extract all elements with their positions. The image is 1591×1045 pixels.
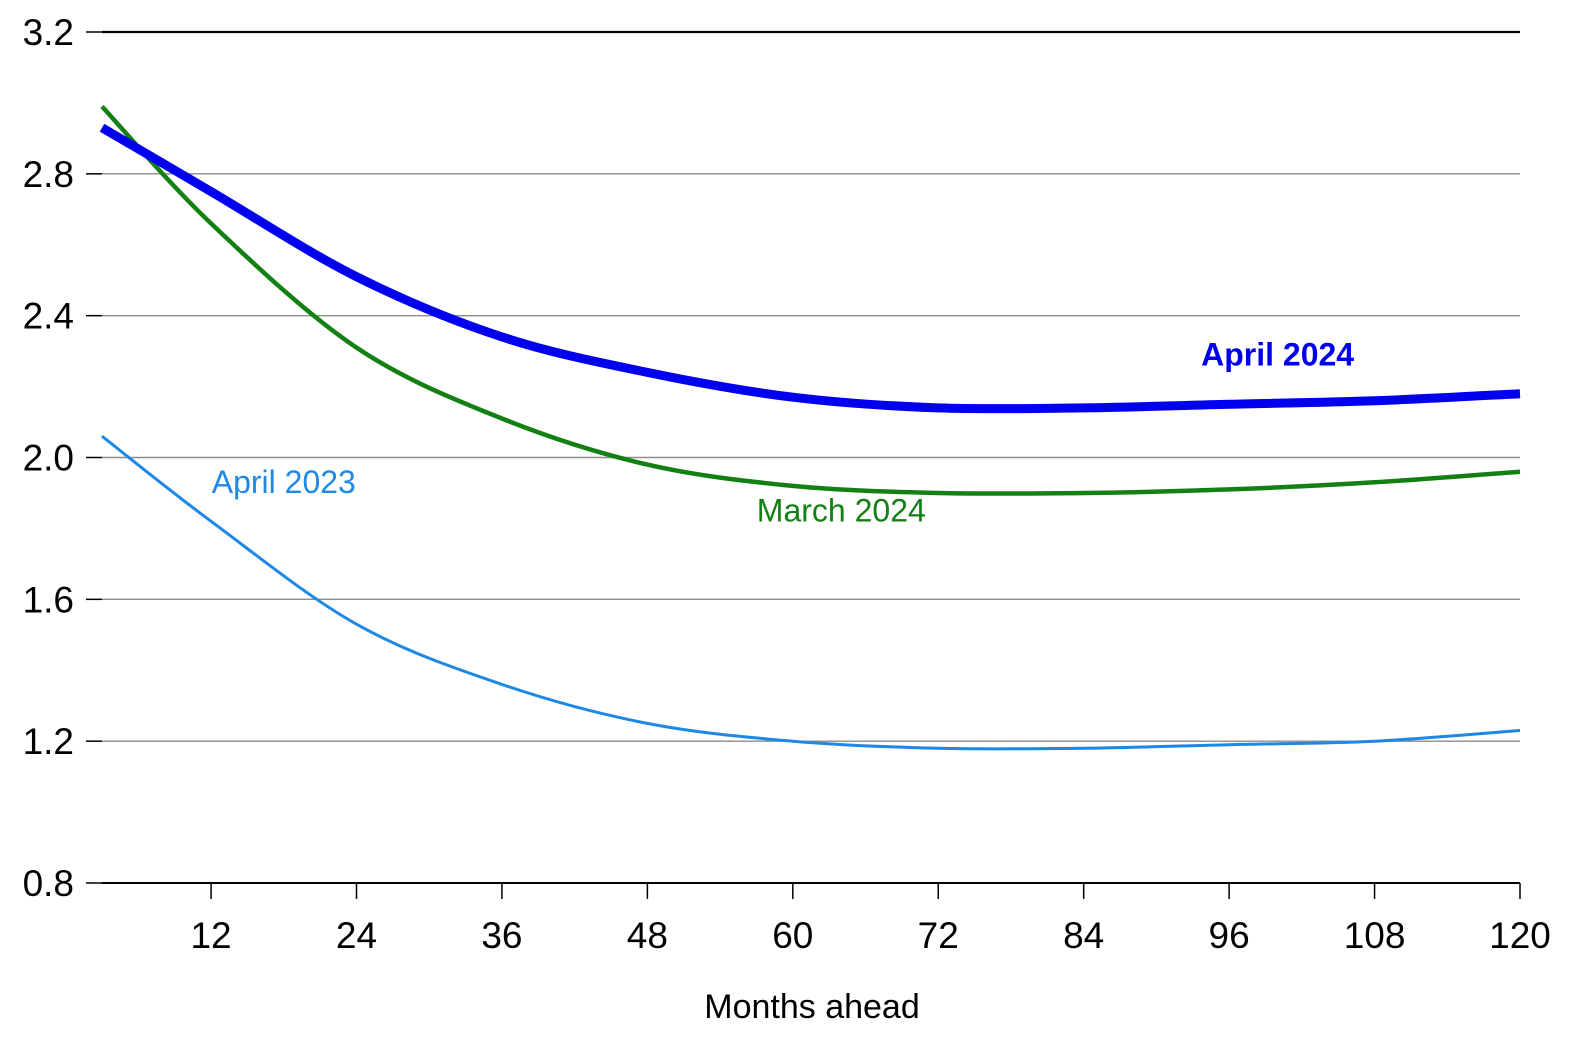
x-tick-label: 48	[627, 915, 668, 956]
x-tick-label: 36	[481, 915, 522, 956]
x-tick-label: 120	[1489, 915, 1551, 956]
series-labels: April 2024 March 2024 April 2023	[212, 336, 1355, 528]
x-tick-label: 72	[918, 915, 959, 956]
y-tick-label: 1.6	[23, 579, 74, 620]
x-tick-label: 24	[336, 915, 377, 956]
y-tick-label: 2.8	[23, 154, 74, 195]
series-label-april-2024: April 2024	[1201, 336, 1354, 372]
x-tick-label: 12	[190, 915, 231, 956]
series-label-april-2023: April 2023	[212, 464, 356, 500]
y-tick-label: 3.2	[23, 12, 74, 53]
x-tick-label: 108	[1344, 915, 1406, 956]
y-tick-label: 2.4	[23, 296, 74, 337]
x-tick-label: 96	[1209, 915, 1250, 956]
gridlines	[102, 30, 1520, 742]
x-tick-label: 60	[772, 915, 813, 956]
series-lines	[99, 104, 1521, 751]
series-line-april-2024	[99, 123, 1521, 414]
y-tick-label: 1.2	[23, 721, 74, 762]
x-tick-label: 84	[1063, 915, 1104, 956]
x-axis-title: Months ahead	[704, 988, 920, 1026]
series-line-march-2024	[100, 104, 1521, 496]
series-label-march-2024: March 2024	[757, 492, 926, 528]
y-tick-label: 0.8	[23, 863, 74, 904]
axes: 0.8 1.2 1.6 2.0 2.4 2.8 3.2 12 24 36 48 60 72 84 96 108…	[23, 12, 1551, 956]
series-line-april-2023	[101, 435, 1521, 751]
y-tick-label: 2.0	[23, 438, 74, 479]
